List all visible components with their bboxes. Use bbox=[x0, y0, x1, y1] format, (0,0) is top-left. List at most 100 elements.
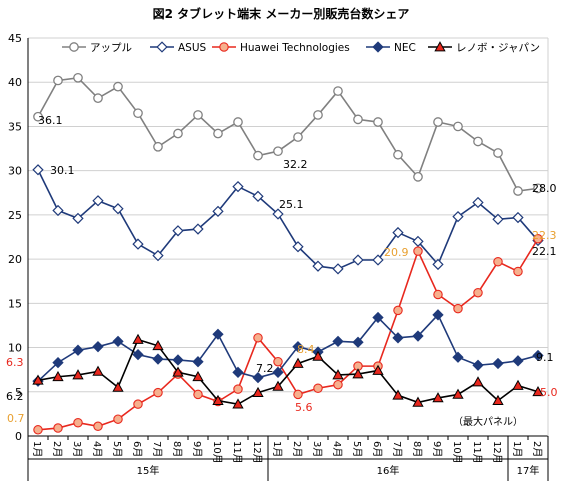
data-point bbox=[273, 146, 283, 157]
data-point bbox=[473, 287, 483, 298]
series-layer bbox=[32, 72, 544, 435]
data-point bbox=[532, 385, 544, 397]
legend-marker bbox=[372, 41, 384, 53]
x-tick-label: 1月 bbox=[31, 441, 43, 457]
data-point bbox=[192, 370, 204, 382]
data-point bbox=[512, 211, 524, 224]
x-tick-label: 9月 bbox=[191, 441, 203, 457]
data-point bbox=[132, 333, 144, 344]
data-point bbox=[453, 303, 463, 314]
data-point bbox=[212, 328, 224, 340]
data-point bbox=[273, 356, 283, 367]
data-point bbox=[313, 383, 323, 393]
data-label: 8.4 bbox=[297, 343, 315, 356]
data-point bbox=[353, 114, 363, 125]
x-tick-label: 7月 bbox=[151, 441, 163, 457]
y-tick-label: 20 bbox=[8, 253, 22, 266]
data-point bbox=[453, 121, 463, 132]
data-point bbox=[332, 335, 344, 348]
data-point bbox=[332, 263, 344, 275]
data-point bbox=[252, 190, 264, 202]
x-tick-label: 9月 bbox=[431, 441, 443, 457]
data-point bbox=[433, 289, 443, 300]
data-point bbox=[492, 213, 504, 225]
data-point bbox=[72, 369, 84, 380]
x-tick-label: 3月 bbox=[71, 441, 83, 457]
legend-marker bbox=[156, 41, 168, 53]
y-tick-label: 25 bbox=[8, 209, 22, 222]
series-line bbox=[37, 169, 539, 270]
data-point bbox=[433, 117, 443, 127]
data-point bbox=[292, 241, 304, 253]
y-tick-label: 30 bbox=[8, 165, 22, 178]
x-tick-label: 12月 bbox=[251, 441, 263, 464]
year-label: 16年 bbox=[377, 464, 400, 477]
data-point bbox=[193, 110, 203, 120]
x-tick-label: 2月 bbox=[291, 441, 303, 457]
data-point bbox=[413, 246, 423, 256]
data-point bbox=[492, 394, 504, 405]
data-point bbox=[132, 348, 144, 361]
data-point bbox=[112, 335, 124, 348]
data-point bbox=[272, 208, 284, 220]
data-point bbox=[93, 421, 103, 432]
x-tick-label: 2月 bbox=[531, 441, 543, 457]
data-point bbox=[272, 366, 284, 378]
data-point bbox=[533, 234, 543, 244]
data-point bbox=[532, 349, 544, 362]
data-point bbox=[492, 357, 504, 370]
data-point bbox=[292, 357, 304, 368]
data-point bbox=[432, 258, 444, 271]
data-point bbox=[212, 394, 224, 405]
data-point bbox=[153, 141, 163, 152]
data-point bbox=[233, 384, 243, 394]
data-point bbox=[392, 226, 404, 239]
data-point bbox=[392, 332, 404, 344]
series-4 bbox=[32, 333, 544, 409]
y-axis: 0 5 10 15 20 25 30 35 40 45 bbox=[8, 32, 29, 443]
x-tick-label: 1月 bbox=[271, 441, 283, 457]
data-label: 25.1 bbox=[279, 198, 304, 211]
data-point bbox=[152, 249, 164, 262]
y-tick-label: 45 bbox=[8, 32, 22, 45]
x-tick-label: 11月 bbox=[231, 441, 243, 464]
data-point bbox=[372, 311, 384, 324]
data-point bbox=[253, 333, 263, 343]
year-label: 15年 bbox=[137, 464, 160, 477]
data-point bbox=[333, 86, 343, 96]
data-point bbox=[332, 369, 344, 380]
series-0 bbox=[33, 72, 543, 196]
data-point bbox=[252, 371, 264, 384]
gridlines bbox=[28, 37, 549, 437]
data-point bbox=[473, 136, 483, 147]
data-point bbox=[432, 392, 444, 403]
data-point bbox=[352, 368, 364, 379]
data-point bbox=[152, 339, 164, 351]
data-point bbox=[52, 356, 64, 369]
data-point bbox=[292, 341, 304, 353]
data-point bbox=[92, 365, 104, 376]
x-tick-label: 6月 bbox=[371, 441, 383, 457]
data-point bbox=[112, 381, 124, 392]
data-point bbox=[33, 111, 43, 122]
data-point bbox=[113, 81, 123, 92]
data-point bbox=[413, 172, 423, 182]
data-point bbox=[192, 356, 204, 368]
y-tick-label: 15 bbox=[8, 297, 22, 310]
y-tick-label: 35 bbox=[8, 120, 22, 133]
x-tick-label: 5月 bbox=[351, 441, 363, 457]
data-point bbox=[52, 204, 64, 217]
x-tick-label: 2月 bbox=[51, 441, 63, 457]
data-point bbox=[493, 257, 503, 267]
data-label: 9.1 bbox=[536, 351, 554, 364]
data-point bbox=[172, 225, 184, 237]
data-label: 6.3 bbox=[6, 356, 24, 369]
data-point bbox=[312, 350, 324, 361]
data-label: 7.2 bbox=[256, 362, 274, 375]
data-point bbox=[472, 359, 484, 371]
chart-title: 図2 タブレット端末 メーカー別販売台数シェア bbox=[153, 6, 410, 21]
legend-marker bbox=[219, 42, 229, 52]
data-point bbox=[193, 389, 203, 400]
data-point bbox=[452, 388, 464, 399]
data-point bbox=[133, 108, 143, 119]
